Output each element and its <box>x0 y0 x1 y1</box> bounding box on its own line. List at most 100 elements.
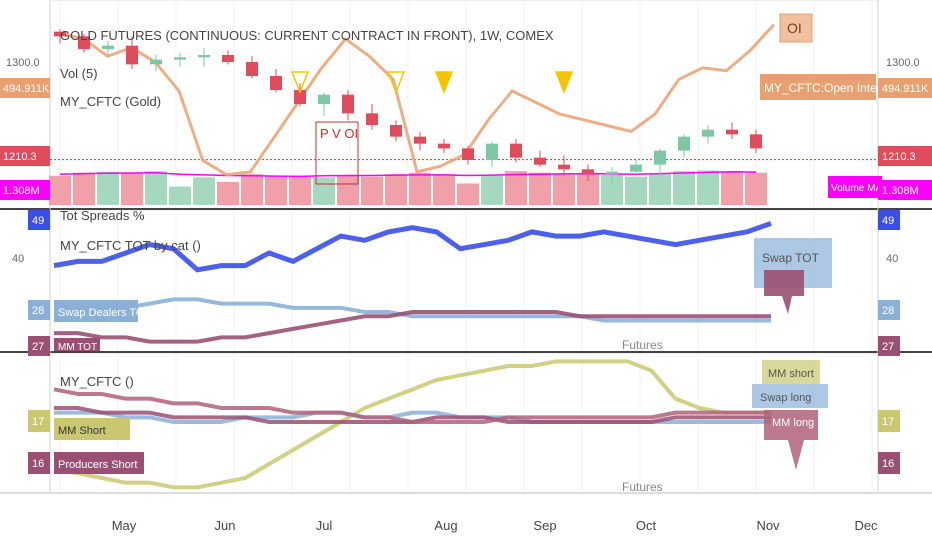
x-axis-month-label: May <box>112 518 137 533</box>
swap-long-marker-label: Swap long <box>760 392 811 404</box>
tot-badge-right-value: 28 <box>882 305 894 317</box>
candle-body <box>606 171 618 174</box>
mm-short-label-box <box>54 418 130 440</box>
tot-legend-spreads: Tot Spreads % <box>60 208 145 223</box>
cftc-badge-left <box>28 452 50 474</box>
volume-bar <box>577 173 599 205</box>
tot-y-tick: 40 <box>12 253 24 265</box>
volume-bar <box>361 176 383 205</box>
candle-body <box>174 57 186 60</box>
candle-body <box>654 150 666 165</box>
cftc-line <box>53 359 771 490</box>
mm-short-marker-label: MM short <box>768 368 814 380</box>
volume-bar <box>49 175 71 205</box>
price-legend-vol: Vol (5) <box>60 66 98 81</box>
candle-body <box>486 143 498 160</box>
volume-ma-line <box>59 171 757 178</box>
price-badge-right-value: 1210.3 <box>882 151 916 163</box>
candle-body <box>438 143 450 149</box>
mm-short-marker-box <box>762 360 820 384</box>
volume-bar <box>409 172 431 205</box>
price-legend-cftc: MY_CFTC (Gold) <box>60 94 161 109</box>
price-badge-right <box>878 146 932 166</box>
x-axis-month-label: Dec <box>854 518 878 533</box>
volume-bar <box>745 172 767 205</box>
candle-body <box>342 94 354 114</box>
candle-body <box>534 157 546 165</box>
candle-body <box>678 136 690 151</box>
volume-bar <box>217 181 239 205</box>
oi-series-label-box <box>760 74 876 100</box>
cftc-badge-right-value: 16 <box>882 458 894 470</box>
x-axis-month-label: Jun <box>215 518 236 533</box>
mm-tot-marker <box>764 270 804 314</box>
candle-body <box>366 113 378 125</box>
volume-bar <box>673 171 695 205</box>
candle-body <box>318 94 330 104</box>
candle-body <box>78 36 90 50</box>
volume-bar <box>337 175 359 205</box>
tot-badge-right-value: 49 <box>882 215 894 227</box>
candle-body <box>462 148 474 160</box>
volume-bar <box>697 170 719 205</box>
volume-ma-label-box <box>828 176 882 198</box>
cftc-tot-line <box>53 221 772 273</box>
volume-bar <box>505 171 527 205</box>
tot-badge-left <box>28 210 50 230</box>
price-badge-right-value: 1.308M <box>882 185 919 197</box>
swap-long-marker-box <box>752 384 828 408</box>
tot-badge-left-value: 27 <box>32 341 44 353</box>
price-badge-left <box>0 78 50 98</box>
swap-tot-label: Swap TOT <box>762 251 820 265</box>
tot-y-tick: 40 <box>886 253 898 265</box>
producers-short-label-box <box>54 452 144 474</box>
candle-body <box>750 134 762 149</box>
futures-label: Futures <box>622 338 663 352</box>
candle-body <box>414 136 426 144</box>
price-badge-right <box>878 180 932 200</box>
cftc-signal-triangle <box>434 71 454 95</box>
mm-short-label: MM Short <box>58 425 106 437</box>
volume-ma-label: Volume MA <box>831 183 882 194</box>
cftc-signal-triangle <box>386 71 406 95</box>
candle-body <box>246 62 258 76</box>
volume-bar <box>265 175 287 205</box>
cftc-badge-left-value: 16 <box>32 458 44 470</box>
x-axis-month-label: Jul <box>316 518 333 533</box>
pvoi-marker-label: P V OI <box>320 126 358 141</box>
volume-bar <box>97 171 119 205</box>
volume-bar <box>457 183 479 205</box>
pvoi-marker-box <box>315 121 359 185</box>
cftc-badge-left-value: 17 <box>32 416 44 428</box>
cftc-legend: MY_CFTC () <box>60 374 134 389</box>
price-badge-left <box>0 180 50 200</box>
candle-body <box>150 59 162 65</box>
tot-badge-right <box>878 336 900 356</box>
volume-bar <box>433 174 455 205</box>
price-y-tick: 1300.0 <box>6 57 40 69</box>
candle-body <box>54 31 66 37</box>
swap-dealers-tot-label: Swap Dealers TOT <box>58 307 151 319</box>
candle-body <box>198 55 210 58</box>
mm-tot-label-box <box>54 338 100 351</box>
volume-bar <box>73 172 95 205</box>
tot-legend-cat: MY_CFTC TOT by cat () <box>60 238 201 253</box>
tot-badge-left-value: 28 <box>32 305 44 317</box>
volume-bar <box>601 174 623 205</box>
price-legend-title: GOLD FUTURES (CONTINUOUS: CURRENT CONTRA… <box>60 28 554 43</box>
volume-bar <box>481 175 503 205</box>
volume-bar <box>553 174 575 205</box>
x-axis-month-label: Aug <box>434 518 457 533</box>
tot-badge-left <box>28 300 50 320</box>
volume-bar <box>625 176 647 205</box>
volume-bar <box>649 174 671 205</box>
price-badge-right-value: 494.911K <box>882 83 929 95</box>
candle-body <box>126 45 138 65</box>
x-axis-month-label: Oct <box>636 518 657 533</box>
candle-body <box>702 129 714 137</box>
volume-bar <box>169 186 191 205</box>
candle-body <box>294 90 306 104</box>
mm-long-marker <box>764 410 818 470</box>
volume-bar <box>193 177 215 205</box>
